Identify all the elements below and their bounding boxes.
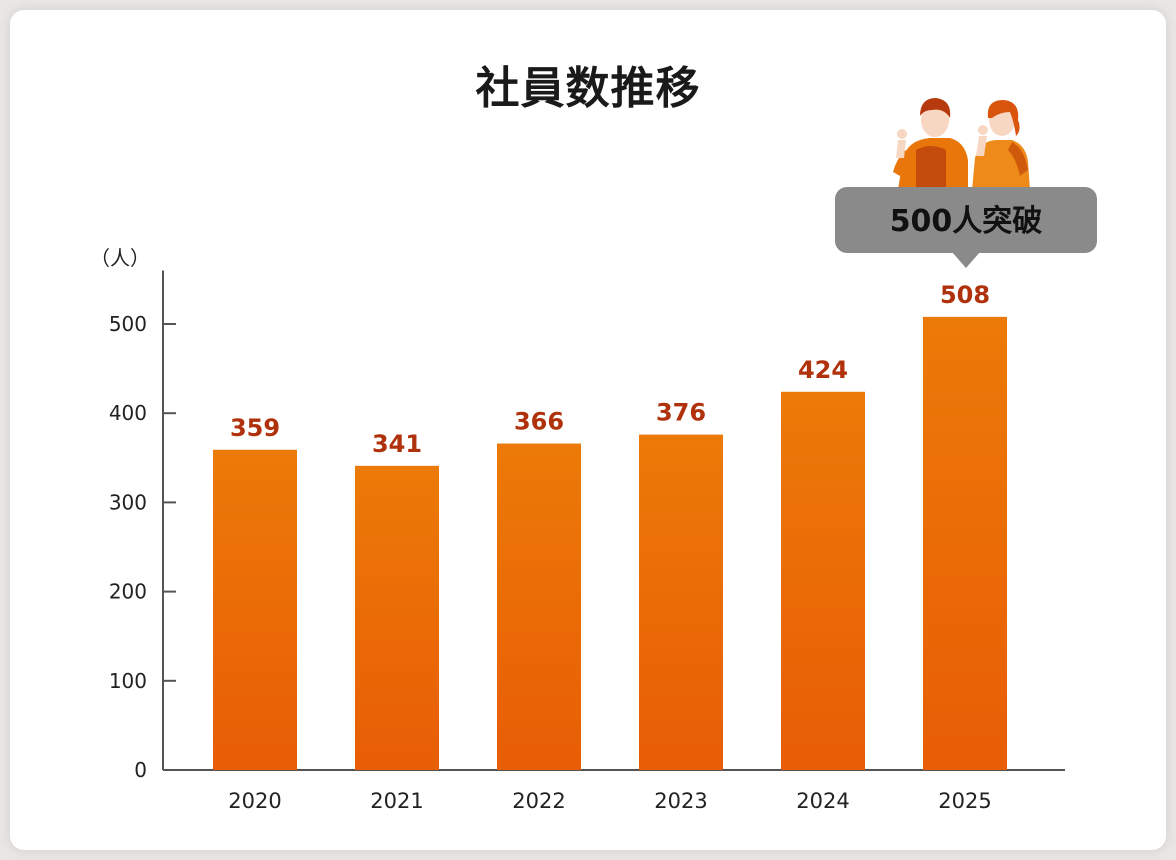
y-tick-label: 200 xyxy=(109,580,147,604)
y-tick-label: 0 xyxy=(134,758,147,782)
y-tick-label: 100 xyxy=(109,669,147,693)
data-label: 341 xyxy=(372,430,422,458)
y-tick-label: 400 xyxy=(109,401,147,425)
x-tick-label: 2020 xyxy=(228,789,281,813)
y-axis-unit: （人） xyxy=(90,246,150,270)
x-tick-label: 2025 xyxy=(938,789,991,813)
two-people-icon xyxy=(893,98,1030,190)
callout-text: 500人突破 xyxy=(890,204,1043,239)
y-tick-label: 500 xyxy=(109,312,147,336)
bar-2025 xyxy=(923,316,1007,770)
data-label: 508 xyxy=(940,281,990,309)
callout-badge: 500人突破 xyxy=(835,187,1097,268)
x-tick-label: 2021 xyxy=(370,789,423,813)
x-tick-label: 2023 xyxy=(654,789,707,813)
data-label: 359 xyxy=(230,414,280,442)
bar-2020 xyxy=(213,449,297,770)
bar-2021 xyxy=(355,465,439,770)
y-tick-label: 300 xyxy=(109,490,147,514)
x-tick-label: 2022 xyxy=(512,789,565,813)
bar-2023 xyxy=(639,434,723,770)
chart-title: 社員数推移 xyxy=(475,63,701,114)
data-label: 376 xyxy=(656,399,706,427)
data-label: 424 xyxy=(798,356,848,384)
bar-2022 xyxy=(497,443,581,770)
x-tick-label: 2024 xyxy=(796,789,849,813)
data-label: 366 xyxy=(514,408,564,436)
bar-2024 xyxy=(781,391,865,770)
